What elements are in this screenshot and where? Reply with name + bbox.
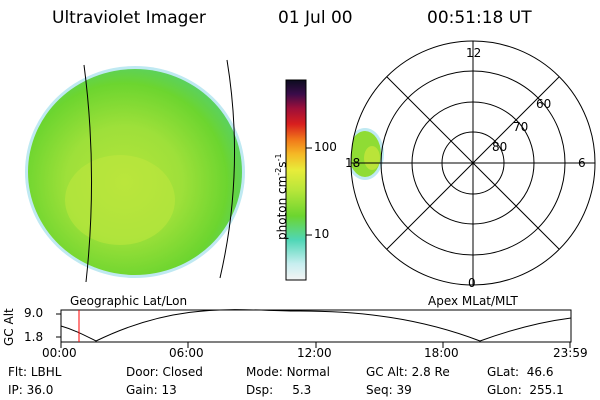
time-label: 00:51:18 UT [427,8,532,28]
polar-label-18: 18 [345,156,361,170]
colorbar-unit-mid: s [275,161,289,168]
seq-status: Seq: 39 [366,383,412,397]
lon-line-east [219,59,236,279]
altitude-plot [56,309,572,348]
colorbar-unit-main: photon cm [275,175,289,240]
glon-status: GLon: 255.1 [487,383,564,397]
glon-value: 255.1 [529,383,564,397]
mode-status: Mode: Normal [246,365,330,379]
earth-bright-region [65,155,175,245]
gain-label: Gain: [126,383,158,397]
polar-label-12: 12 [466,46,482,60]
polar-aurora-core [364,146,380,170]
flt-status: Flt: LBHL [8,365,61,379]
mode-value: Normal [286,365,330,379]
ip-label: IP: [8,383,23,397]
flt-value: LBHL [30,365,62,379]
glat-label: GLat: [487,365,520,379]
gcalt-status: GC Alt: 2.8 Re [366,365,450,379]
altitude-xtick-label: 23:59 [553,346,588,360]
polar-diagonal-2 [386,76,560,250]
door-status: Door: Closed [126,365,203,379]
gcalt-value: 2.8 Re [411,365,450,379]
polar-plot [350,40,596,286]
gain-value: 13 [161,383,177,397]
polar-label-0: 0 [468,276,476,290]
glon-label: GLon: [487,383,522,397]
altitude-xtick-label: 00:00 [42,346,77,360]
altitude-ymin-label: 1.8 [24,330,44,344]
polar-plot-caption: Apex MLat/MLT [428,294,518,308]
gcalt-label: GC Alt: [366,365,408,379]
polar-label-70: 70 [513,120,529,134]
mode-label: Mode: [246,365,283,379]
altitude-xtick-label: 12:00 [297,346,332,360]
gain-status: Gain: 13 [126,383,177,397]
ip-value: 36.0 [26,383,54,397]
dsp-value: 5.3 [292,383,312,397]
altitude-xtick-label: 06:00 [169,346,204,360]
altitude-ymax-label: 9.0 [24,306,44,320]
colorbar [285,79,312,281]
earth-image [25,59,245,283]
polar-label-60: 60 [536,97,552,111]
altitude-xtick-label: 18:00 [424,346,459,360]
door-label: Door: [126,365,159,379]
date-label: 01 Jul 00 [278,8,353,28]
altitude-plot-frame [60,309,572,343]
glat-status: GLat: 46.6 [487,365,553,379]
colorbar-label-10: 10 [314,227,330,241]
lon-line-west [83,64,93,283]
altitude-axis-label: GC Alt [2,308,16,346]
altitude-curve [60,309,572,342]
earth-image-caption: Geographic Lat/Lon [70,294,188,308]
colorbar-unit-exp1: -2 [274,167,283,176]
seq-value: 39 [396,383,412,397]
dsp-status: Dsp: 5.3 [246,383,311,397]
colorbar-label-100: 100 [314,140,337,154]
colorbar-gradient [285,79,307,281]
colorbar-unit-label: photon cm-2s-1 [274,153,289,240]
seq-label: Seq: [366,383,393,397]
ip-status: IP: 36.0 [8,383,53,397]
polar-label-80: 80 [492,140,508,154]
door-value: Closed [162,365,203,379]
glat-value: 46.6 [526,365,554,379]
dsp-label: Dsp: [246,383,274,397]
polar-label-6: 6 [578,156,586,170]
instrument-title: Ultraviolet Imager [52,8,206,28]
flt-label: Flt: [8,365,27,379]
colorbar-unit-exp2: -1 [274,153,283,162]
